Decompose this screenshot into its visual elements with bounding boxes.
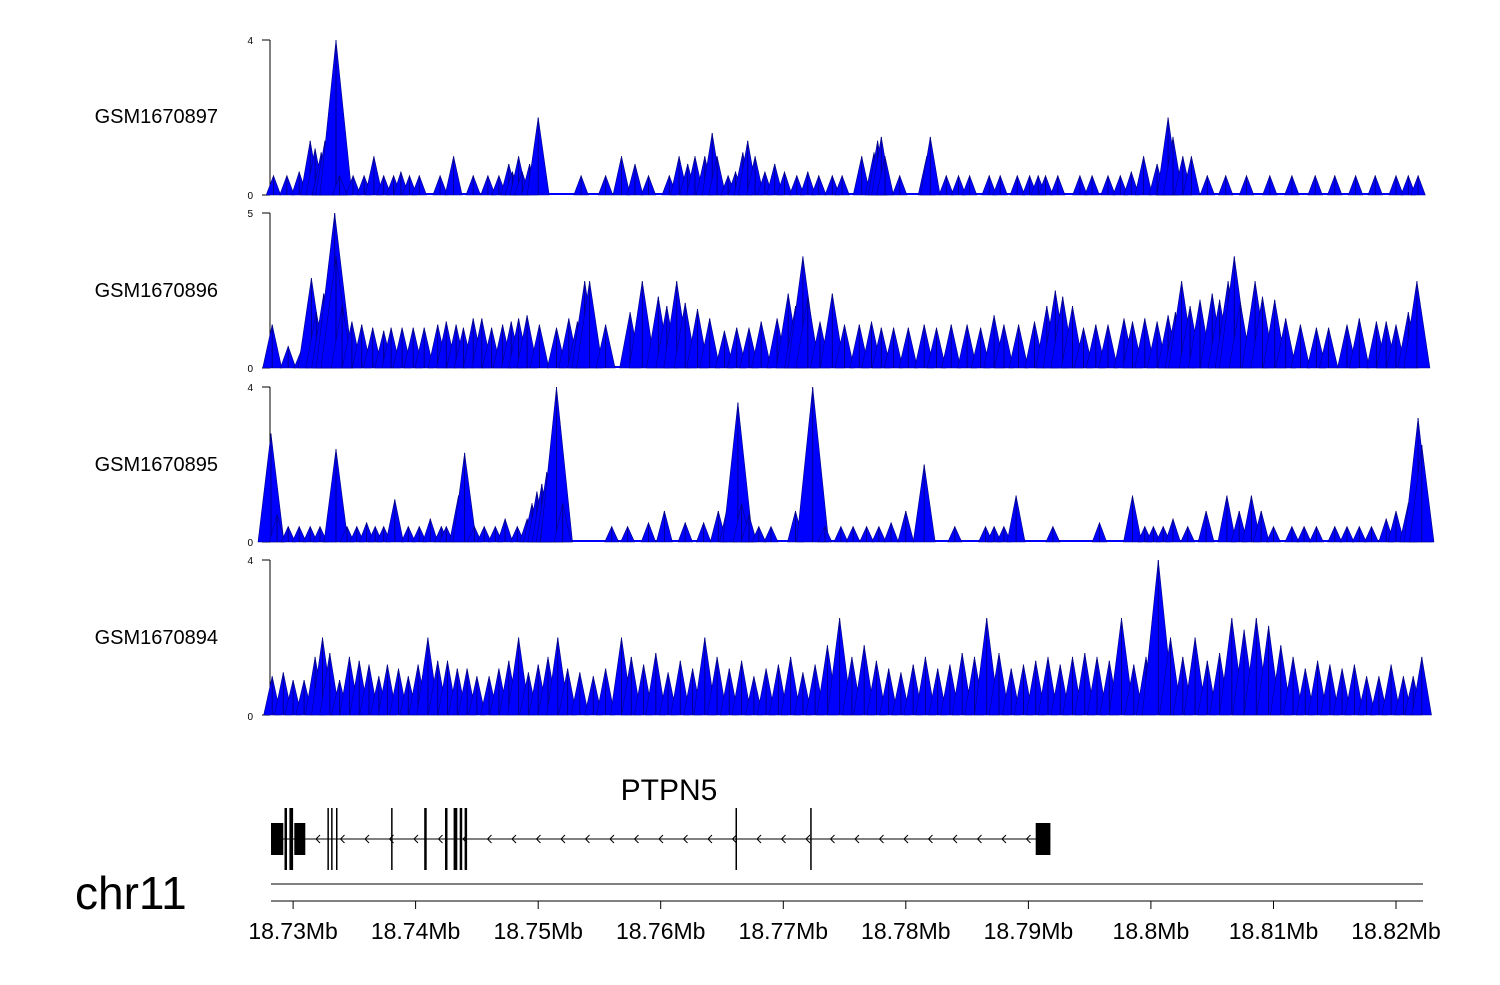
gene-exon	[445, 808, 448, 870]
y-tick-max: 4	[247, 383, 253, 394]
gene-exon	[331, 808, 333, 870]
strand-chevron	[1025, 834, 1031, 844]
strand-chevron	[535, 834, 541, 844]
strand-chevron	[437, 834, 443, 844]
x-tick-label: 18.81Mb	[1229, 918, 1319, 944]
strand-chevron	[413, 834, 419, 844]
strand-chevron	[584, 834, 590, 844]
gene-exon	[424, 808, 427, 870]
x-tick-label: 18.74Mb	[371, 918, 461, 944]
x-tick-label: 18.77Mb	[739, 918, 829, 944]
strand-chevron	[511, 834, 517, 844]
strand-chevron	[805, 834, 811, 844]
y-tick-min: 0	[247, 364, 253, 375]
strand-chevron	[364, 834, 370, 844]
gene-exon	[336, 808, 338, 870]
gene-exon	[1035, 823, 1051, 855]
strand-chevron	[854, 834, 860, 844]
strand-chevron	[952, 834, 958, 844]
track-label: GSM1670897	[95, 106, 218, 128]
strand-chevron	[756, 834, 762, 844]
gene-exon	[284, 808, 287, 870]
strand-chevron	[658, 834, 664, 844]
gene-exon	[464, 808, 468, 870]
strand-chevron	[339, 834, 345, 844]
track-gsm1670894: GSM1670894 4 0	[95, 556, 1432, 723]
gene-exon	[453, 808, 458, 870]
track-gsm1670895: GSM1670895 4 0	[95, 383, 1435, 549]
strand-chevron	[903, 834, 909, 844]
gene-exon	[294, 823, 306, 855]
strand-chevron	[486, 834, 492, 844]
strand-chevron	[927, 834, 933, 844]
strand-chevron	[315, 834, 321, 844]
gene-exon	[459, 808, 463, 870]
strand-chevron	[560, 834, 566, 844]
x-tick-label: 18.79Mb	[984, 918, 1074, 944]
signal-tracks: GSM1670897 4 0 GSM1670896 5 0 GSM1670895…	[95, 36, 1435, 723]
gene-exon	[271, 823, 284, 855]
chromosome-label: chr11	[75, 867, 187, 919]
gene-annotation-track: PTPN5	[271, 774, 1051, 870]
x-tick-label: 18.82Mb	[1351, 918, 1441, 944]
gene-exon	[735, 808, 737, 870]
track-label: GSM1670895	[95, 454, 218, 476]
gene-exon	[289, 808, 294, 870]
x-tick-label: 18.73Mb	[248, 918, 338, 944]
track-gsm1670896: GSM1670896 5 0	[95, 209, 1431, 375]
track-gsm1670897: GSM1670897 4 0	[95, 36, 1426, 202]
gene-exon	[810, 808, 812, 870]
strand-chevron	[707, 834, 713, 844]
strand-chevron	[633, 834, 639, 844]
x-tick-label: 18.76Mb	[616, 918, 706, 944]
genome-axis-track: chr11 18.73Mb 18.74Mb 18.75Mb 18.76Mb 18.77M…	[75, 867, 1441, 944]
gene-exon	[391, 808, 393, 870]
strand-chevron	[829, 834, 835, 844]
y-tick-min: 0	[247, 712, 253, 723]
y-tick-max: 4	[247, 556, 253, 567]
y-tick-max: 5	[247, 209, 253, 220]
y-tick-min: 0	[247, 538, 253, 549]
y-tick-min: 0	[247, 191, 253, 202]
strand-chevron	[878, 834, 884, 844]
gene-exon	[327, 808, 329, 870]
gene-name-label: PTPN5	[621, 774, 718, 807]
strand-chevron	[780, 834, 786, 844]
strand-chevron	[609, 834, 615, 844]
strand-chevron	[682, 834, 688, 844]
strand-chevron	[1001, 834, 1007, 844]
strand-chevron	[976, 834, 982, 844]
strand-chevron	[731, 834, 737, 844]
track-label: GSM1670894	[95, 627, 218, 649]
y-tick-max: 4	[247, 36, 253, 47]
x-tick-label: 18.78Mb	[861, 918, 951, 944]
x-tick-label: 18.8Mb	[1113, 918, 1190, 944]
x-tick-label: 18.75Mb	[493, 918, 583, 944]
track-label: GSM1670896	[95, 280, 218, 302]
